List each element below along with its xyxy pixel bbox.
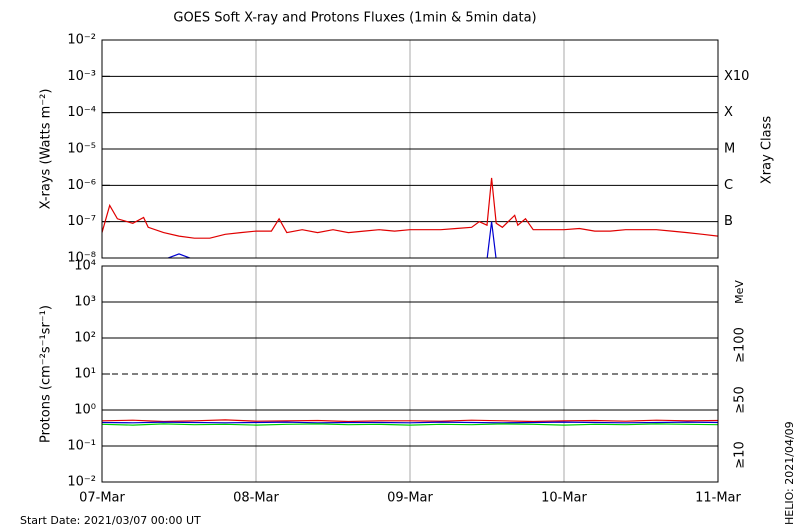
legend-label: ≥50 bbox=[733, 386, 748, 413]
y-axis-title: Protons (cm⁻²s⁻¹sr⁻¹) bbox=[39, 305, 54, 443]
class-label: B bbox=[724, 214, 733, 229]
x-tick-label: 10-Mar bbox=[541, 491, 587, 506]
plot-frame bbox=[101, 39, 719, 259]
series-line bbox=[102, 419, 718, 423]
created-date: HELIO: 2021/04/09 bbox=[783, 421, 796, 525]
class-label: C bbox=[724, 178, 733, 193]
y-tick-label: 10⁻¹ bbox=[67, 439, 96, 454]
series-line bbox=[102, 423, 718, 426]
y-tick-label: 10³ bbox=[74, 295, 96, 310]
y2-axis-title: Xray Class bbox=[760, 116, 775, 184]
series-line bbox=[486, 221, 497, 258]
y-tick-label: 10⁻² bbox=[67, 475, 96, 490]
series-line bbox=[102, 421, 718, 424]
y-tick-label: 10⁻² bbox=[67, 33, 96, 48]
y-tick-label: 10² bbox=[74, 331, 96, 346]
start-date: Start Date: 2021/03/07 00:00 UT bbox=[20, 514, 201, 527]
unit-label: MeV bbox=[733, 280, 746, 304]
class-label: M bbox=[724, 142, 735, 157]
y-tick-label: 10⁻⁵ bbox=[67, 142, 96, 157]
x-tick-label: 11-Mar bbox=[695, 491, 741, 506]
x-tick-label: 07-Mar bbox=[79, 491, 125, 506]
x-tick-label: 09-Mar bbox=[387, 491, 433, 506]
chart-title: GOES Soft X-ray and Protons Fluxes (1min… bbox=[173, 11, 536, 26]
x-tick-label: 08-Mar bbox=[233, 491, 279, 506]
y-axis-title: X-rays (Watts m⁻²) bbox=[39, 89, 54, 210]
series-line bbox=[102, 177, 718, 239]
y-tick-label: 10⁻⁴ bbox=[67, 105, 96, 120]
class-label: X bbox=[724, 105, 733, 120]
legend-label: ≥10 bbox=[733, 441, 748, 468]
series-line bbox=[166, 253, 192, 258]
class-label: X10 bbox=[724, 69, 749, 84]
y-tick-label: 10⁻³ bbox=[67, 69, 96, 84]
y-tick-label: 10¹ bbox=[74, 367, 96, 382]
y-tick-label: 10⁰ bbox=[74, 403, 96, 418]
y-tick-label: 10⁻⁷ bbox=[67, 214, 96, 229]
y-tick-label: 10⁴ bbox=[74, 259, 96, 274]
legend-label: ≥100 bbox=[733, 327, 748, 363]
plot-frame bbox=[101, 265, 719, 483]
y-tick-label: 10⁻⁸ bbox=[67, 251, 96, 266]
y-tick-label: 10⁻⁶ bbox=[67, 178, 96, 193]
